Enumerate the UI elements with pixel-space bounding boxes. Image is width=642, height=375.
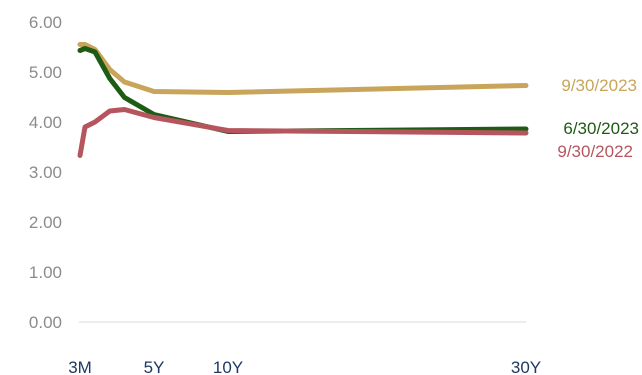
x-tick-label: 5Y (144, 358, 165, 375)
y-tick-label: 3.00 (29, 163, 62, 182)
y-tick-label: 6.00 (29, 13, 62, 32)
x-tick-label: 10Y (213, 358, 243, 375)
x-tick-label: 30Y (511, 358, 541, 375)
x-axis: 3M 5Y 10Y 30Y (68, 358, 541, 375)
y-tick-label: 5.00 (29, 63, 62, 82)
y-axis: 0.00 1.00 2.00 3.00 4.00 5.00 6.00 (29, 13, 62, 332)
series-lines (77, 42, 529, 158)
y-tick-label: 0.00 (29, 313, 62, 332)
y-tick-label: 4.00 (29, 113, 62, 132)
series-line (77, 42, 529, 95)
y-tick-label: 2.00 (29, 213, 62, 232)
x-tick-label: 3M (68, 358, 92, 375)
series-labels: 9/30/2023 6/30/2023 9/30/2022 (557, 76, 639, 161)
series-label: 9/30/2022 (557, 142, 633, 161)
series-label: 6/30/2023 (563, 119, 639, 138)
series-label: 9/30/2023 (561, 76, 637, 95)
series-line (77, 107, 529, 158)
y-tick-label: 1.00 (29, 263, 62, 282)
